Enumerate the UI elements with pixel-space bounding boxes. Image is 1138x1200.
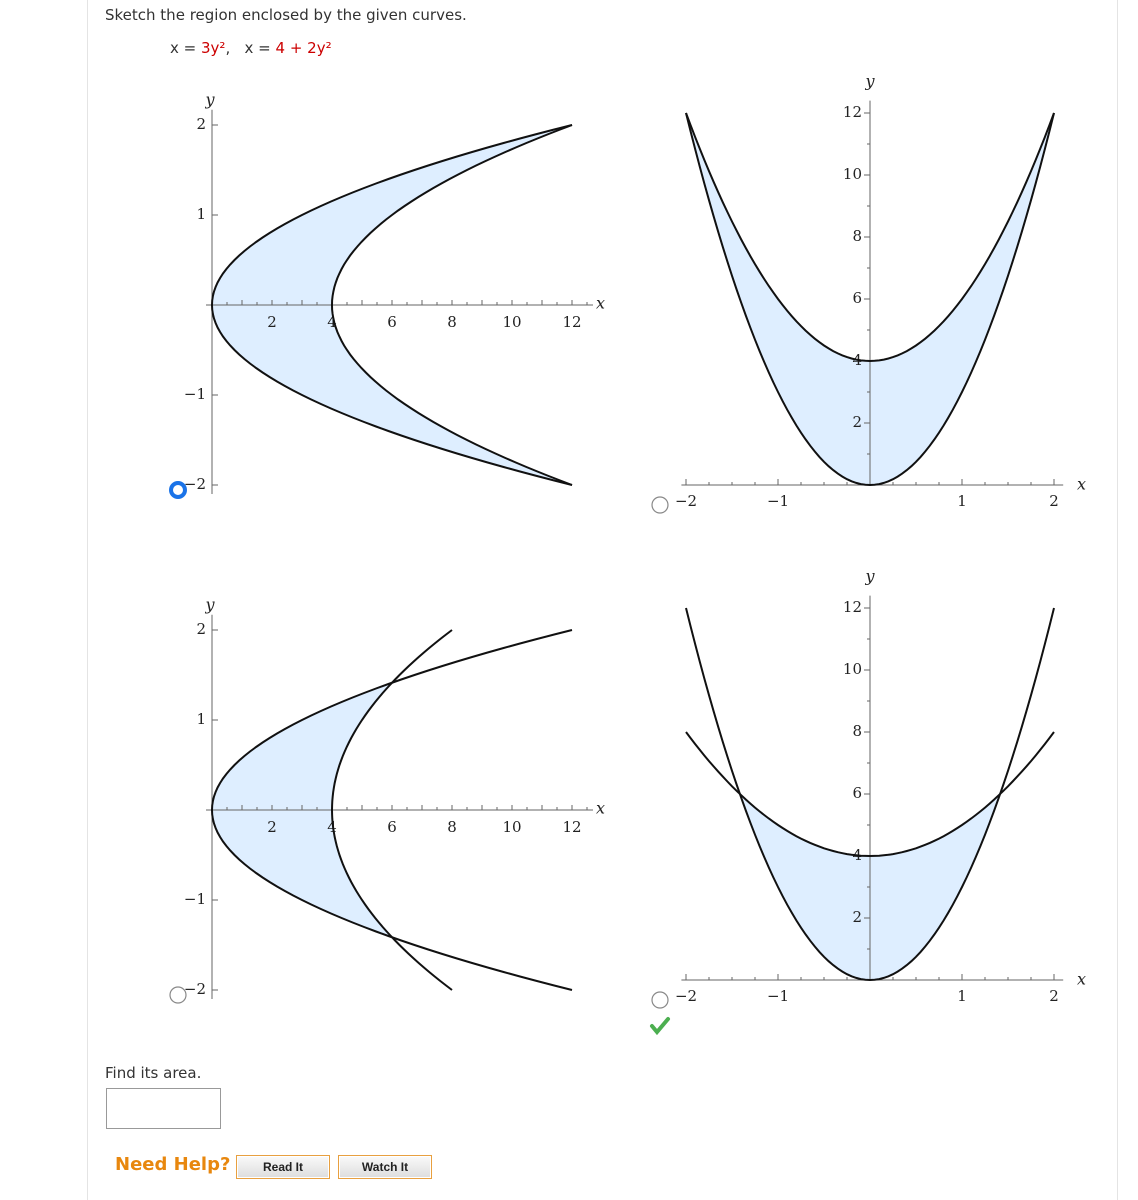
y-tick-label: 6 [852,784,862,802]
x-tick-label: −1 [767,987,789,1005]
y-axis-label: y [864,567,875,586]
equations: x = 3y², x = 4 + 2y² [170,39,332,57]
y-tick-label: 12 [843,598,862,616]
y-axis-label: y [204,595,215,614]
x-tick-label: 4 [327,818,337,836]
curve [330,124,573,486]
radio-button[interactable] [651,496,669,514]
x-tick-label: 2 [267,818,277,836]
curve [330,629,453,991]
y-tick-label: 10 [843,660,862,678]
x-tick-label: −2 [675,987,697,1005]
y-tick-label: −2 [184,475,206,493]
read-it-button[interactable]: Read It [236,1155,330,1179]
eq-lhs: x = [244,39,271,57]
y-tick-label: 10 [843,165,862,183]
x-tick-label: 1 [957,492,967,510]
x-tick-label: 2 [267,313,277,331]
y-tick-label: 1 [196,710,206,728]
x-tick-label: 6 [387,818,397,836]
left-border [87,0,88,1200]
x-tick-label: −2 [675,492,697,510]
x-tick-label: 12 [562,313,581,331]
area-prompt: Find its area. [105,1064,202,1082]
x-tick-label: 10 [502,313,521,331]
y-tick-label: 8 [852,227,862,245]
x-tick-label: 4 [327,313,337,331]
x-tick-label: 2 [1049,492,1059,510]
y-tick-label: 2 [852,413,862,431]
y-tick-label: 8 [852,722,862,740]
answer-input[interactable] [106,1088,221,1129]
help-label: Need Help? [115,1154,231,1175]
x-tick-label: 6 [387,313,397,331]
x-tick-label: 8 [447,818,457,836]
y-tick-label: −2 [184,980,206,998]
y-tick-label: 6 [852,289,862,307]
watch-it-button[interactable]: Watch It [338,1155,432,1179]
y-tick-label: −1 [184,385,206,403]
y-tick-label: −1 [184,890,206,908]
eq-separator: , [225,39,231,57]
curve [685,112,1055,487]
y-tick-label: 2 [196,620,206,638]
radio-button[interactable] [651,991,669,1009]
curve [210,629,573,991]
x-tick-label: 12 [562,818,581,836]
curve [685,731,1055,858]
correct-check [650,1017,670,1036]
y-tick-label: 2 [852,908,862,926]
x-axis-label: x [596,799,605,818]
curve [685,607,1055,982]
y-tick-label: 12 [843,103,862,121]
curve [210,124,573,486]
x-tick-label: 8 [447,313,457,331]
x-tick-label: −1 [767,492,789,510]
x-tick-label: 10 [502,818,521,836]
y-axis-label: y [204,90,215,109]
x-axis-label: x [1077,970,1086,989]
eq-rhs: 3y² [201,39,226,57]
right-border [1117,0,1118,1200]
y-tick-label: 1 [196,205,206,223]
radio-button[interactable] [169,481,187,499]
eq-lhs: x = [170,39,197,57]
x-axis-label: x [1077,475,1086,494]
eq-rhs: 4 + 2y² [275,39,332,57]
y-axis-label: y [864,72,875,91]
x-axis-label: x [596,294,605,313]
prompt: Sketch the region enclosed by the given … [105,6,467,24]
curve [685,112,1055,363]
x-tick-label: 2 [1049,987,1059,1005]
x-tick-label: 1 [957,987,967,1005]
y-tick-label: 2 [196,115,206,133]
radio-button[interactable] [169,986,187,1004]
